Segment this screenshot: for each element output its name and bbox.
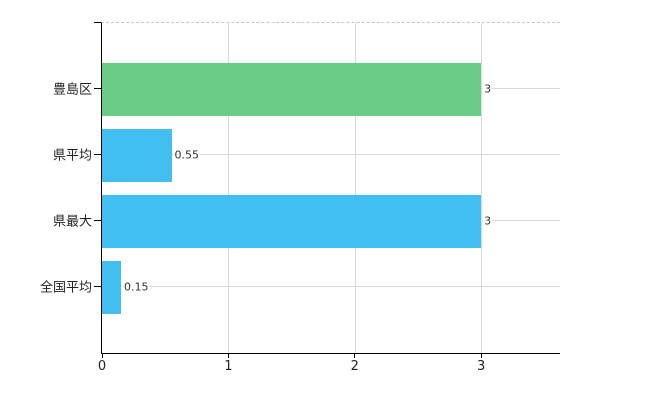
bar <box>102 194 482 248</box>
bar <box>102 62 482 116</box>
bar <box>102 128 172 182</box>
category-label: 県最大 <box>52 214 92 230</box>
vertical-gridline <box>354 23 356 353</box>
y-axis-tick <box>94 220 101 221</box>
category-label: 全国平均 <box>39 280 92 296</box>
vertical-gridline <box>481 23 483 353</box>
x-axis-tick <box>227 353 229 358</box>
x-axis-tick <box>354 353 356 358</box>
y-axis-tick <box>94 88 101 89</box>
bar-value-label: 3 <box>483 214 493 228</box>
vertical-gridline <box>228 23 230 353</box>
category-label: 豊島区 <box>52 82 92 98</box>
y-axis-tick <box>94 22 101 23</box>
y-axis-labels: 豊島区県平均県最大全国平均 <box>0 22 92 352</box>
x-axis-tick-label: 1 <box>224 359 233 374</box>
horizontal-gridline <box>102 154 560 155</box>
bar-value-label: 3 <box>483 82 493 96</box>
bar <box>102 260 121 314</box>
y-axis-tick <box>94 286 101 287</box>
horizontal-gridline <box>102 286 560 287</box>
x-axis-tick <box>101 353 103 358</box>
plot-area: 3 0.55 3 0.15 0 1 2 3 <box>94 22 560 374</box>
x-axis-tick-label: 2 <box>350 359 359 374</box>
x-axis-tick-label: 0 <box>97 359 107 374</box>
y-axis-tick <box>94 154 101 155</box>
bar-value-label: 0.15 <box>122 280 150 294</box>
category-label: 県平均 <box>52 148 92 164</box>
bar-value-label: 0.55 <box>173 148 200 162</box>
x-axis-tick <box>480 353 482 358</box>
x-axis-tick-label: 3 <box>476 359 486 374</box>
